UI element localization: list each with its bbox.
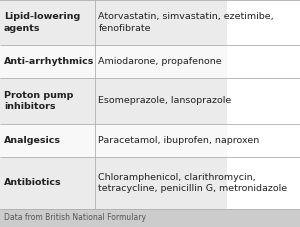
Text: Atorvastatin, simvastatin, ezetimibe,
fenofibrate: Atorvastatin, simvastatin, ezetimibe, fe… xyxy=(98,12,274,33)
Bar xyxy=(0,157,227,209)
Bar xyxy=(0,78,227,123)
Bar xyxy=(0,45,227,78)
Text: Paracetamol, ibuprofen, naproxen: Paracetamol, ibuprofen, naproxen xyxy=(98,136,260,145)
Bar xyxy=(0,0,227,45)
Bar xyxy=(0,123,227,157)
Text: Data from British National Formulary: Data from British National Formulary xyxy=(4,214,146,222)
Text: Anti-arrhythmics: Anti-arrhythmics xyxy=(4,57,94,66)
Text: Analgesics: Analgesics xyxy=(4,136,61,145)
Bar xyxy=(0,209,300,227)
Text: Lipid-lowering
agents: Lipid-lowering agents xyxy=(4,12,80,33)
Text: Chloramphenicol, clarithromycin,
tetracycline, penicillin G, metronidazole: Chloramphenicol, clarithromycin, tetracy… xyxy=(98,173,288,193)
Text: Antibiotics: Antibiotics xyxy=(4,178,61,187)
Text: Esomeprazole, lansoprazole: Esomeprazole, lansoprazole xyxy=(98,96,232,105)
Text: Amiodarone, propafenone: Amiodarone, propafenone xyxy=(98,57,222,66)
Text: Proton pump
inhibitors: Proton pump inhibitors xyxy=(4,91,74,111)
